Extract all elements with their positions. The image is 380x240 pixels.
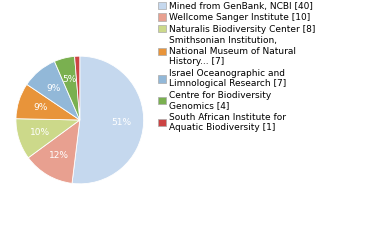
Text: 51%: 51% (111, 118, 131, 127)
Wedge shape (16, 84, 80, 120)
Text: 10%: 10% (30, 128, 50, 137)
Text: 12%: 12% (49, 151, 69, 160)
Text: 5%: 5% (63, 75, 77, 84)
Wedge shape (54, 56, 80, 120)
Wedge shape (72, 56, 144, 184)
Text: 9%: 9% (46, 84, 60, 93)
Wedge shape (16, 119, 80, 158)
Wedge shape (74, 56, 80, 120)
Wedge shape (28, 120, 80, 183)
Legend: Mined from GenBank, NCBI [40], Wellcome Sanger Institute [10], Naturalis Biodive: Mined from GenBank, NCBI [40], Wellcome … (156, 0, 318, 134)
Wedge shape (27, 61, 80, 120)
Text: 9%: 9% (33, 103, 48, 112)
